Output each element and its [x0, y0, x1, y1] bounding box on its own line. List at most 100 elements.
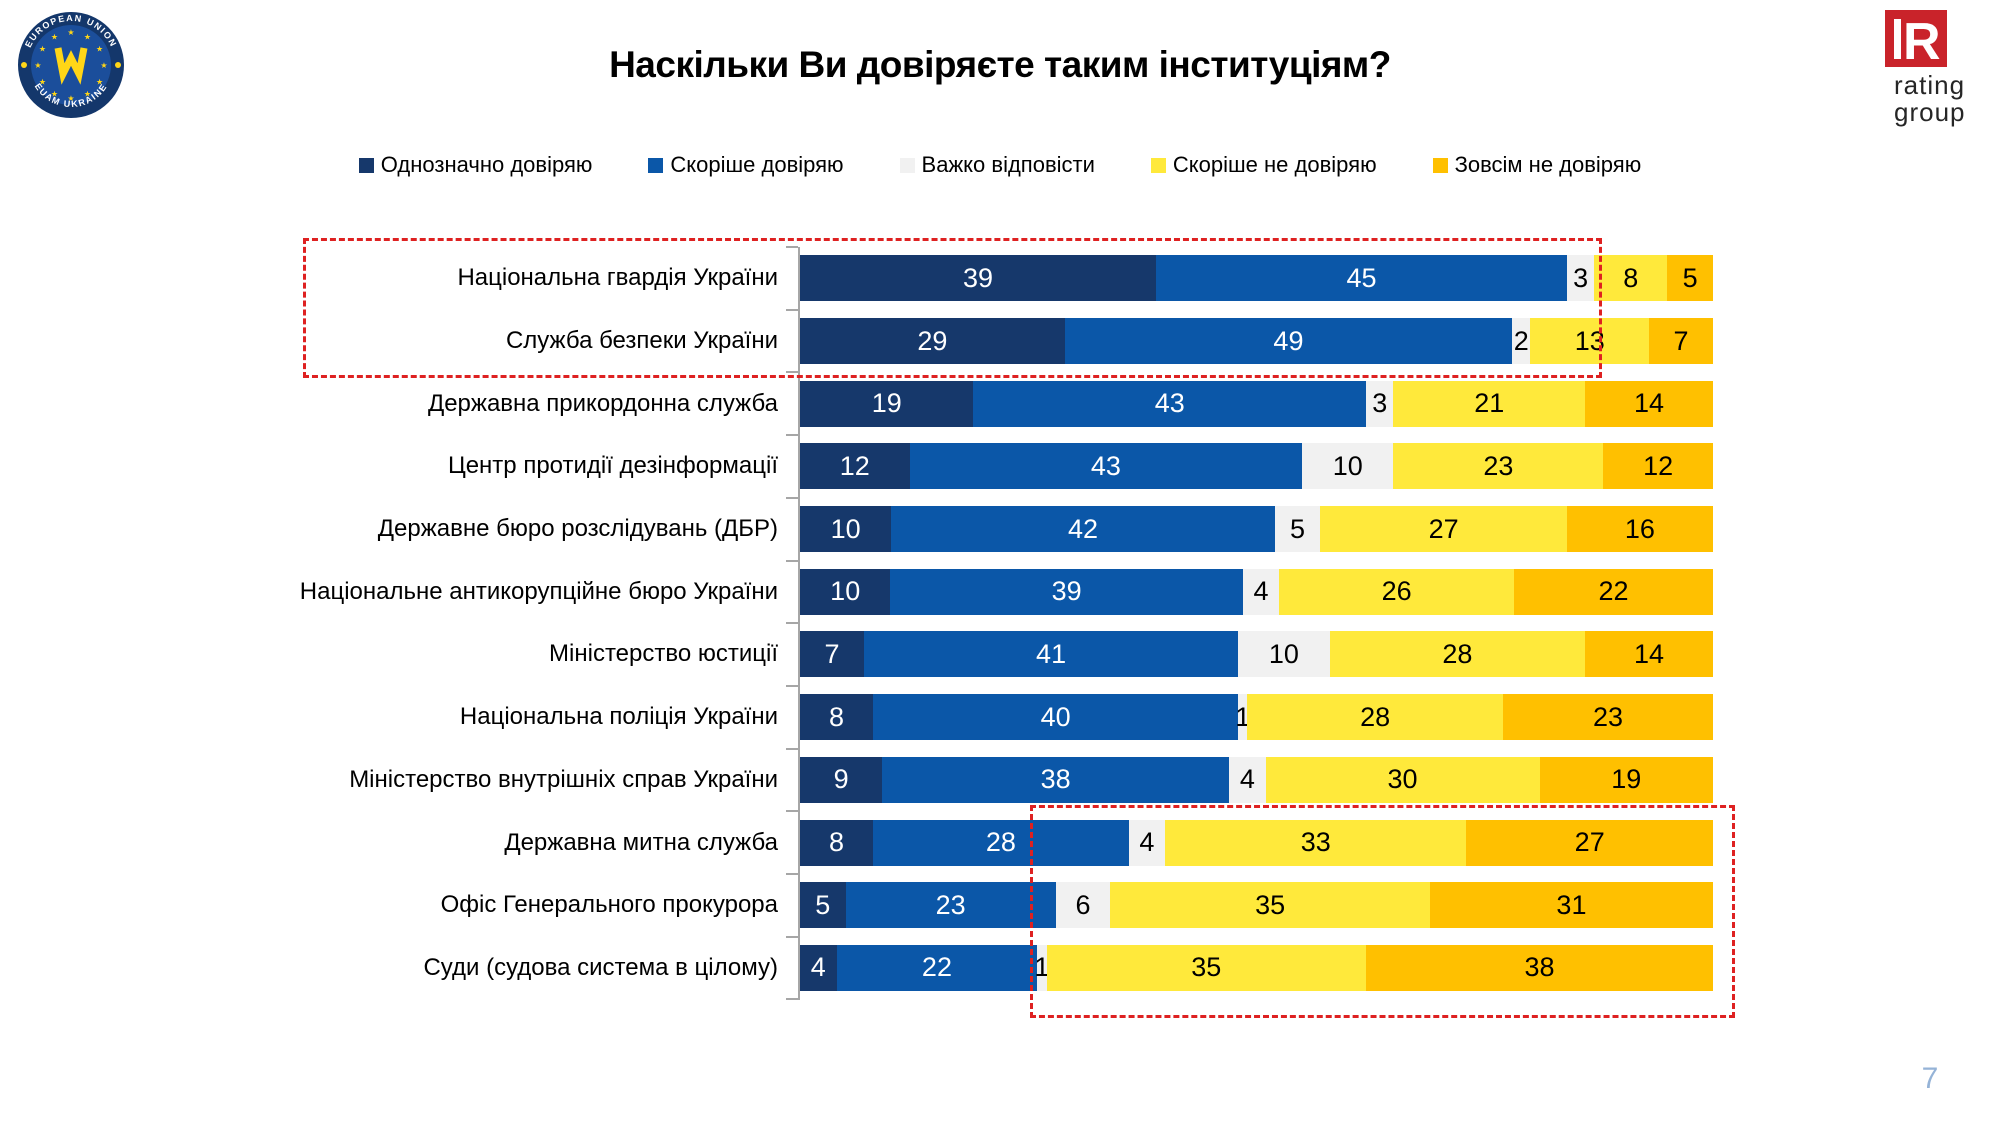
euam-logo-right-dot: [115, 62, 121, 68]
bar-segment-strong-trust: 39: [800, 255, 1157, 302]
bar-segment-hard-to-say: 10: [1302, 443, 1394, 490]
bar-segment-strong-trust: 8: [800, 819, 874, 866]
chart-legend: Однозначно довіряю Скоріше довіряю Важко…: [0, 152, 2000, 178]
stacked-bar: 29 49 2 13 7: [800, 318, 1713, 365]
category-label: Міністерство внутрішніх справ України: [349, 765, 778, 793]
highlight-box-least-trusted: [1030, 805, 1735, 1018]
svg-text:★: ★: [67, 28, 74, 37]
bar-segment-rather-distrust: 21: [1393, 380, 1586, 427]
bar-segment-hard-to-say: 1: [1235, 694, 1250, 741]
bar-segment-rather-distrust: 30: [1265, 756, 1540, 803]
svg-text:R: R: [1903, 13, 1941, 67]
svg-text:★: ★: [84, 90, 91, 99]
bar-segment-rather-trust: 38: [882, 756, 1230, 803]
bar-segment-hard-to-say: 3: [1366, 380, 1394, 427]
highlight-box-most-trusted: [303, 238, 1602, 378]
bar-segment-rather-trust: 41: [863, 631, 1239, 678]
axis-tick: [786, 747, 798, 750]
bar-row: Служба безпеки України 29 49 2 13 7: [0, 310, 1713, 373]
bar-row: Міністерство юстиції 7 41 10 28 14: [0, 623, 1713, 686]
bar-row: Центр протидії дезінформації 12 43 10 23 12: [0, 435, 1713, 498]
category-axis: [786, 246, 798, 1001]
legend-label: Скоріше довіряю: [670, 152, 844, 177]
svg-text:★: ★: [51, 32, 58, 41]
stacked-bar: 9 38 4 30 19: [800, 756, 1713, 803]
bar-row: Національне антикорупційне бюро України …: [0, 560, 1713, 623]
euam-ukraine-logo: EUROPEAN UNION EUAM UKRAINE ★ ★★ ★★★ ★★★ …: [18, 12, 124, 118]
axis-tick: [786, 559, 798, 562]
bar-segment-rather-trust: 45: [1156, 255, 1567, 302]
rating-logo-word-1: rating: [1894, 70, 1966, 100]
stacked-bar: 8 28 4 33 27: [800, 819, 1713, 866]
svg-text:★: ★: [34, 61, 41, 70]
bar-row: Суди (судова система в цілому) 4 22 1 35 38: [0, 937, 1713, 1000]
legend-swatch-rather-trust: [648, 157, 664, 173]
legend-item-strong-trust: Однозначно довіряю: [358, 152, 593, 178]
axis-tick: [786, 935, 798, 938]
bar-segment-hard-to-say: 1: [1034, 944, 1049, 991]
svg-text:★: ★: [51, 90, 58, 99]
euam-logo-left-dot: [21, 62, 27, 68]
page-number: 7: [1921, 1062, 1939, 1095]
bar-segment-hard-to-say: 6: [1055, 882, 1111, 929]
axis-tick: [786, 246, 798, 248]
legend-swatch-rather-distrust: [1150, 157, 1166, 173]
legend-item-rather-distrust: Скоріше не довіряю: [1150, 152, 1377, 178]
legend-swatch-strong-trust: [358, 157, 374, 173]
bar-segment-strong-trust: 8: [800, 694, 874, 741]
chart-rows: Національна гвардія України 39 45 3 8 5 Служ…: [0, 247, 1713, 999]
category-label: Національна поліція України: [459, 703, 778, 731]
bar-segment-rather-distrust: 8: [1594, 255, 1668, 302]
legend-label: Важко відповісти: [921, 152, 1095, 177]
svg-text:★: ★: [96, 45, 103, 54]
legend-swatch-full-distrust: [1432, 157, 1448, 173]
category-label: Національне антикорупційне бюро України: [299, 577, 778, 605]
bar-segment-rather-distrust: 33: [1165, 819, 1467, 866]
bar-segment-strong-trust: 12: [800, 443, 910, 490]
bar-segment-full-distrust: 19: [1539, 756, 1713, 803]
page-title: Наскільки Ви довіряєте таким інституціям…: [609, 44, 1391, 85]
bar-segment-hard-to-say: 3: [1566, 255, 1595, 302]
bar-segment-hard-to-say: 10: [1238, 631, 1330, 678]
bar-row: Державна митна служба 8 28 4 33 27: [0, 811, 1713, 874]
legend-swatch-hard-to-say: [899, 157, 915, 173]
bar-segment-full-distrust: 31: [1429, 882, 1713, 929]
category-label: Офіс Генерального прокурора: [440, 891, 778, 919]
stacked-bar: 7 41 10 28 14: [800, 631, 1713, 678]
category-axis-line: [798, 247, 800, 1000]
axis-tick: [786, 810, 798, 813]
rating-group-logo: R rating group: [1885, 10, 1995, 126]
legend-label: Скоріше не довіряю: [1172, 152, 1377, 177]
bar-segment-rather-trust: 40: [873, 694, 1239, 741]
axis-tick: [786, 622, 798, 625]
legend-item-hard-to-say: Важко відповісти: [899, 152, 1095, 178]
rating-logo-mark: R: [1885, 10, 1947, 71]
bar-segment-rather-distrust: 28: [1329, 631, 1586, 678]
bar-segment-strong-trust: 10: [800, 506, 892, 553]
bar-segment-full-distrust: 38: [1366, 944, 1713, 991]
bar-segment-strong-trust: 19: [800, 380, 974, 427]
bar-segment-rather-trust: 23: [845, 882, 1056, 929]
axis-tick: [786, 371, 798, 374]
bar-segment-hard-to-say: 4: [1229, 756, 1266, 803]
svg-text:★: ★: [84, 32, 91, 41]
bar-segment-full-distrust: 5: [1667, 255, 1713, 302]
svg-text:★: ★: [39, 78, 46, 87]
bar-segment-rather-distrust: 28: [1247, 694, 1503, 741]
bar-segment-rather-distrust: 35: [1110, 882, 1430, 929]
legend-label: Однозначно довіряю: [380, 152, 593, 177]
rating-logo-word-2: group: [1894, 97, 1966, 127]
bar-segment-strong-trust: 10: [800, 568, 891, 615]
bar-segment-full-distrust: 14: [1585, 380, 1713, 427]
bar-segment-rather-distrust: 26: [1279, 568, 1515, 615]
bar-segment-full-distrust: 22: [1514, 568, 1713, 615]
legend-item-rather-trust: Скоріше довіряю: [648, 152, 844, 178]
bar-row: Державне бюро розслідувань (ДБР) 10 42 5 27…: [0, 498, 1713, 561]
axis-tick: [786, 496, 798, 499]
stacked-bar: 10 39 4 26 22: [800, 568, 1713, 615]
bar-segment-full-distrust: 16: [1566, 506, 1713, 553]
bar-row: Національна гвардія України 39 45 3 8 5: [0, 247, 1713, 310]
bar-segment-full-distrust: 7: [1649, 318, 1713, 365]
